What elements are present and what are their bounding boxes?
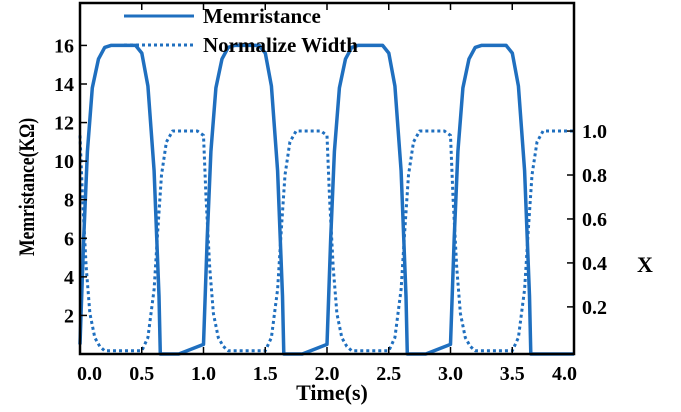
y2-tick-label: 0.6 [582,209,607,231]
y-axis-title: Memristance(KΩ) [15,118,39,256]
y-tick-label: 4 [64,267,74,289]
x-tick-label: 1.0 [191,363,216,385]
x-axis-title: Time(s) [296,380,368,405]
x-tick-label: 4.0 [552,363,577,385]
y-tick-label: 16 [54,35,74,57]
legend-label-normalize-width: Normalize Width [203,33,358,57]
y-tick-label: 8 [64,190,74,212]
y-tick-label: 10 [54,151,74,173]
x-tick-label: 2.5 [376,363,401,385]
y2-tick-label: 0.2 [582,297,607,319]
x-tick-label: 3.5 [500,363,525,385]
legend-label-memristance: Memristance [203,4,321,28]
series-line-normalize-width [78,129,574,353]
y2-axis-title: X [637,252,653,277]
y2-tick-label: 0.4 [582,253,607,275]
x-tick-label: 1.5 [253,363,278,385]
legend: Memristance Normalize Width [124,4,358,57]
x-tick-label: 2.0 [315,363,340,385]
x-tick-label: 0.5 [129,363,154,385]
y2-tick-label: 1.0 [582,121,607,143]
series-line-memristance [78,43,574,356]
y-tick-label: 12 [54,113,74,135]
x-tick-label: 0.0 [77,363,102,385]
y-tick-label: 2 [64,305,74,327]
y2-tick-label: 0.8 [582,165,607,187]
y-tick-label: 6 [64,228,74,250]
x-tick-label: 3.0 [438,363,463,385]
y-tick-label: 14 [54,74,74,96]
